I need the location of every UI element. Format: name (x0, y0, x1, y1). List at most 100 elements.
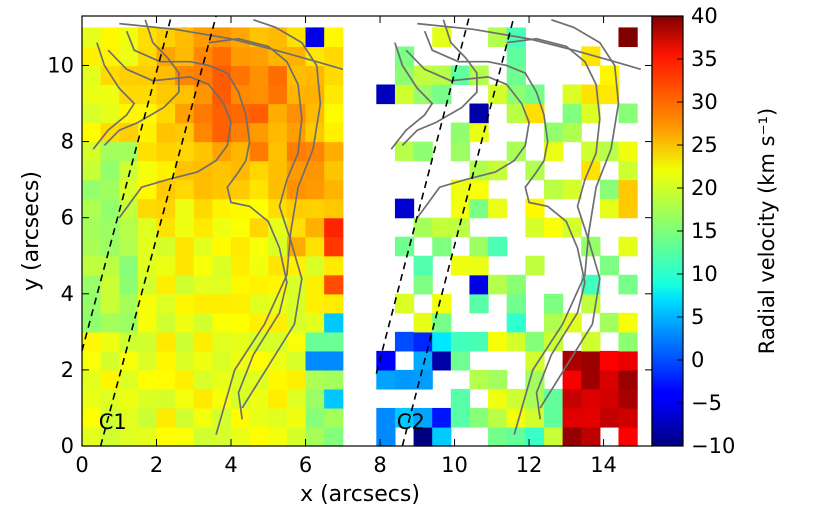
heatmap-pixel (324, 84, 344, 105)
heatmap-pixel (175, 65, 195, 86)
heatmap-pixel (525, 388, 545, 409)
heatmap-pixel (82, 293, 102, 314)
heatmap-pixel (268, 84, 288, 105)
heatmap-pixel (231, 103, 251, 124)
heatmap-pixel (324, 407, 344, 428)
heatmap-pixel (324, 331, 344, 352)
heatmap-pixel (231, 255, 251, 276)
heatmap-pixel (249, 198, 269, 219)
heatmap-pixel (394, 407, 415, 428)
heatmap-pixel (249, 426, 269, 447)
heatmap-pixel (286, 160, 307, 181)
heatmap-pixel (268, 236, 288, 257)
heatmap-pixel (469, 236, 489, 257)
heatmap-pixel (525, 407, 545, 428)
heatmap-pixel (506, 141, 526, 162)
heatmap-pixel (413, 217, 433, 238)
y-tick-label: 6 (61, 206, 74, 230)
heatmap-pixel (175, 426, 195, 447)
colorbar-ticks: −10 −5 0 5 10 15 20 25 30 35 40 (677, 4, 735, 458)
heatmap-pixel (599, 369, 620, 390)
x-axis-label: x (arcsecs) (300, 482, 420, 507)
heatmap-pixel (305, 46, 325, 67)
heatmap-pixel (562, 122, 582, 143)
heatmap-pixel (212, 312, 232, 333)
heatmap-pixel (137, 103, 158, 124)
heatmap-pixel (175, 274, 195, 295)
heatmap-pixel (231, 27, 251, 48)
heatmap-pixel (305, 274, 325, 295)
heatmap-pixel (305, 141, 325, 162)
heatmap-pixel (100, 274, 120, 295)
heatmap-pixel (268, 331, 288, 352)
heatmap-pixel (413, 312, 433, 333)
heatmap-pixel (432, 236, 452, 257)
heatmap-pixel (469, 407, 489, 428)
heatmap-pixel (324, 369, 344, 390)
heatmap-pixel (82, 331, 102, 352)
heatmap-pixel (137, 369, 158, 390)
heatmap-pixel (193, 407, 213, 428)
heatmap-pixel (618, 27, 638, 48)
heatmap-pixel (137, 217, 158, 238)
heatmap-pixel (156, 388, 176, 409)
heatmap-pixel (249, 293, 269, 314)
heatmap-pixel (156, 236, 176, 257)
heatmap-pixel (231, 293, 251, 314)
heatmap-pixel (394, 84, 415, 105)
heatmap-pixel (119, 160, 139, 181)
heatmap-pixel (469, 179, 489, 200)
heatmap-pixel (193, 179, 213, 200)
heatmap-pixel (156, 217, 176, 238)
heatmap-pixel (305, 255, 325, 276)
heatmap-pixel (212, 179, 232, 200)
heatmap-pixel (82, 27, 102, 48)
heatmap-pixel (599, 407, 620, 428)
heatmap-pixel (100, 293, 120, 314)
heatmap-pixel (156, 274, 176, 295)
heatmap-pixel (100, 84, 120, 105)
heatmap-pixel (119, 217, 139, 238)
heatmap-pixel (543, 407, 564, 428)
heatmap-pixel (324, 350, 344, 371)
heatmap-pixel (394, 369, 415, 390)
heatmap-pixel (268, 65, 288, 86)
heatmap-pixel (100, 46, 120, 67)
heatmap-pixel (212, 198, 232, 219)
heatmap-pixel (488, 198, 508, 219)
heatmap-pixel (506, 312, 526, 333)
heatmap-pixel (581, 369, 601, 390)
heatmap-pixel (432, 426, 452, 447)
heatmap-pixel (324, 198, 344, 219)
heatmap-pixel (432, 217, 452, 238)
heatmap-pixel (286, 407, 307, 428)
heatmap-pixel (599, 65, 620, 86)
heatmap-pixel (82, 198, 102, 219)
colorbar-tick-label: 10 (691, 262, 718, 286)
contour-line (513, 18, 620, 435)
heatmap-pixel (413, 274, 433, 295)
heatmap-pixel (249, 236, 269, 257)
heatmap-pixel (562, 426, 582, 447)
y-tick-label: 10 (47, 53, 74, 77)
heatmap-pixel (618, 331, 638, 352)
heatmap-pixel (119, 274, 139, 295)
heatmap-pixel (137, 293, 158, 314)
heatmap-pixel (506, 388, 526, 409)
heatmap-pixel (618, 312, 638, 333)
heatmap-pixel (525, 255, 545, 276)
heatmap-pixel (212, 103, 232, 124)
heatmap-pixel (413, 350, 433, 371)
colorbar-tick-label: 15 (691, 219, 718, 243)
heatmap-pixel (469, 369, 489, 390)
heatmap-pixel (156, 293, 176, 314)
heatmap-pixel (100, 312, 120, 333)
heatmap-pixel (286, 141, 307, 162)
heatmap-pixel (376, 369, 396, 390)
heatmap-pixel (618, 160, 638, 181)
heatmap-pixel (469, 293, 489, 314)
heatmap-pixel (469, 65, 489, 86)
heatmap-pixel (525, 217, 545, 238)
heatmap-pixel (525, 160, 545, 181)
heatmap-pixel (469, 331, 489, 352)
